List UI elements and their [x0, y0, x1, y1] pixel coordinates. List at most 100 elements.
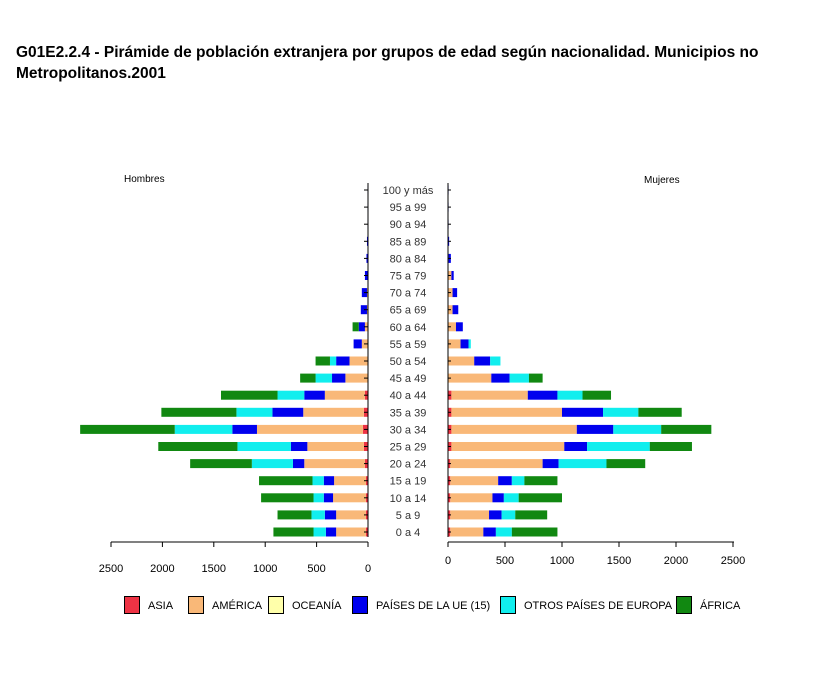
- bar-hombres-5-8: [352, 322, 359, 332]
- age-group-label: 60 a 64: [390, 322, 427, 334]
- bar-mujeres-1-19: [450, 510, 490, 520]
- bar-mujeres-4-15: [587, 442, 650, 451]
- bar-mujeres-5-11: [528, 373, 543, 383]
- bar-hombres-5-11: [300, 373, 316, 383]
- bar-mujeres-3-8: [455, 322, 463, 332]
- bar-hombres-1-12: [324, 390, 365, 400]
- left-x-tick-label: 1500: [202, 563, 226, 575]
- legend-label: ÁFRICA: [700, 600, 741, 612]
- left-x-tick-label: 1000: [253, 563, 277, 575]
- bar-mujeres-3-13: [562, 407, 604, 417]
- age-group-label: 80 a 84: [390, 253, 427, 265]
- age-group-label: 15 a 19: [390, 476, 427, 488]
- bar-mujeres-1-14: [451, 424, 577, 434]
- bar-mujeres-4-9: [468, 339, 471, 349]
- bar-mujeres-4-18: [503, 493, 519, 503]
- bar-mujeres-5-18: [518, 493, 562, 503]
- bar-hombres-5-10: [315, 356, 330, 366]
- bar-mujeres-1-16: [450, 459, 543, 469]
- bar-mujeres-5-15: [649, 442, 692, 451]
- age-group-label: 75 a 79: [390, 271, 427, 283]
- bar-hombres-5-20: [273, 527, 314, 537]
- bar-mujeres-4-12: [557, 390, 583, 400]
- bar-mujeres-4-11: [509, 373, 529, 383]
- age-group-label: 65 a 69: [390, 305, 427, 317]
- left-x-tick-label: 2000: [150, 563, 174, 575]
- bar-hombres-3-7: [360, 305, 367, 315]
- bar-mujeres-3-18: [492, 493, 504, 503]
- bar-mujeres-4-14: [613, 424, 662, 434]
- bar-hombres-4-12: [277, 390, 305, 400]
- bar-hombres-1-16: [304, 459, 365, 469]
- bar-hombres-5-14: [80, 424, 175, 434]
- age-group-label: 70 a 74: [390, 288, 427, 300]
- bar-hombres-1-18: [333, 493, 366, 503]
- bar-hombres-4-15: [237, 442, 291, 451]
- right-x-tick-label: 500: [496, 555, 514, 567]
- bar-mujeres-3-9: [460, 339, 469, 349]
- bar-mujeres-5-13: [638, 407, 682, 417]
- bar-hombres-4-16: [251, 459, 293, 469]
- bar-hombres-1-11: [345, 373, 368, 383]
- legend-label: AMÉRICA: [212, 600, 263, 612]
- age-group-label: 100 y más: [383, 185, 434, 197]
- right-x-tick-label: 0: [445, 555, 451, 567]
- bar-hombres-3-18: [323, 493, 334, 503]
- bar-mujeres-1-9: [448, 339, 461, 349]
- bar-hombres-1-15: [307, 442, 364, 451]
- bar-hombres-1-13: [303, 407, 364, 417]
- bar-hombres-1-10: [349, 356, 368, 366]
- age-group-label: 45 a 49: [390, 373, 427, 385]
- bar-hombres-4-20: [313, 527, 326, 537]
- bar-hombres-3-17: [323, 476, 335, 486]
- bar-mujeres-3-15: [564, 442, 588, 451]
- right-x-tick-label: 1000: [550, 555, 574, 567]
- legend-swatch: [352, 596, 368, 614]
- bar-hombres-4-18: [313, 493, 324, 503]
- bar-mujeres-3-17: [498, 476, 512, 486]
- age-group-label: 5 a 9: [396, 510, 420, 522]
- bar-hombres-5-18: [261, 493, 314, 503]
- bar-hombres-1-20: [336, 527, 366, 537]
- bar-hombres-4-14: [174, 424, 233, 434]
- right-panel-label: Mujeres: [644, 175, 680, 186]
- bar-hombres-3-9: [353, 339, 362, 349]
- bar-mujeres-3-19: [489, 510, 502, 520]
- age-group-label: 95 a 99: [390, 202, 427, 214]
- legend-label: OTROS PAÍSES DE EUROPA: [524, 600, 673, 612]
- bar-hombres-3-16: [292, 459, 305, 469]
- bar-mujeres-3-10: [474, 356, 491, 366]
- bar-mujeres-3-12: [527, 390, 558, 400]
- bar-mujeres-5-14: [661, 424, 712, 434]
- bar-mujeres-3-14: [576, 424, 614, 434]
- legend-swatch: [676, 596, 692, 614]
- bar-mujeres-4-13: [603, 407, 639, 417]
- bar-hombres-1-14: [256, 424, 363, 434]
- bar-mujeres-3-20: [483, 527, 496, 537]
- bar-mujeres-3-11: [491, 373, 510, 383]
- bar-mujeres-4-10: [490, 356, 501, 366]
- age-group-label: 35 a 39: [390, 407, 427, 419]
- bar-mujeres-1-20: [450, 527, 484, 537]
- bar-hombres-3-19: [324, 510, 337, 520]
- bar-hombres-3-15: [290, 442, 308, 451]
- bar-hombres-1-17: [334, 476, 366, 486]
- age-group-label: 10 a 14: [390, 493, 427, 505]
- age-group-label: 0 a 4: [396, 527, 420, 539]
- bar-hombres-5-12: [220, 390, 278, 400]
- bar-mujeres-1-10: [448, 356, 475, 366]
- bar-hombres-4-17: [312, 476, 324, 486]
- bar-mujeres-1-8: [448, 322, 456, 332]
- bar-hombres-4-11: [315, 373, 333, 383]
- bar-hombres-3-10: [336, 356, 350, 366]
- bar-mujeres-5-12: [582, 390, 612, 400]
- age-group-label: 55 a 59: [390, 339, 427, 351]
- legend-swatch: [124, 596, 140, 614]
- bar-hombres-3-20: [325, 527, 337, 537]
- chart-title: G01E2.2.4 - Pirámide de población extran…: [16, 44, 759, 82]
- age-group-label: 50 a 54: [390, 356, 427, 368]
- bar-mujeres-3-16: [542, 459, 559, 469]
- age-group-label: 90 a 94: [390, 219, 427, 231]
- axes-group: 100 y más 95 a 99 90 a 94 85 a 89 80 a 84 75 …: [99, 183, 745, 575]
